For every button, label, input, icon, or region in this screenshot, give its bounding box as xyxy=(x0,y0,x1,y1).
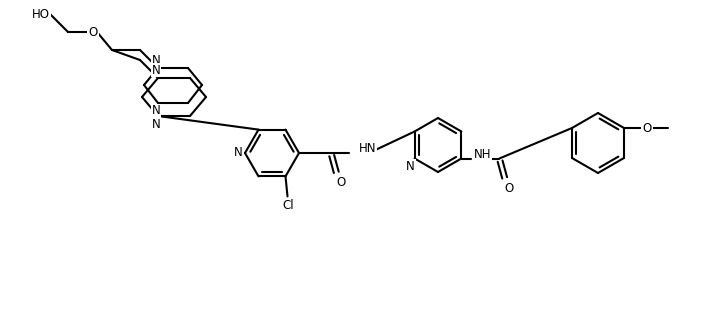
Text: O: O xyxy=(505,182,514,195)
Text: HN: HN xyxy=(359,142,377,155)
Text: N: N xyxy=(233,147,243,159)
Text: N: N xyxy=(152,53,161,67)
Text: O: O xyxy=(89,26,98,38)
Text: N: N xyxy=(152,64,161,76)
Text: NH: NH xyxy=(473,148,491,161)
Text: O: O xyxy=(642,121,652,134)
Text: O: O xyxy=(336,176,346,190)
Text: N: N xyxy=(152,105,161,117)
Text: HO: HO xyxy=(32,8,50,20)
Text: Cl: Cl xyxy=(283,199,294,212)
Text: N: N xyxy=(406,160,415,173)
Text: N: N xyxy=(152,117,161,131)
